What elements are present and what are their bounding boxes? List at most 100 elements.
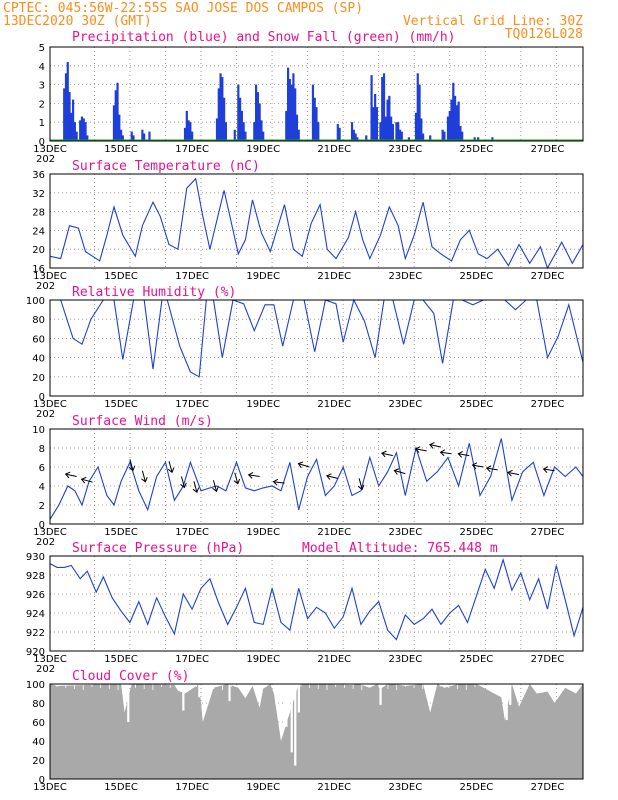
- precip-bar: [317, 122, 320, 141]
- year-stub: 202: [36, 409, 55, 420]
- y-tick-label: 100: [26, 296, 45, 307]
- precip-bar: [416, 73, 419, 141]
- precip-bar: [372, 107, 375, 141]
- precip-bar: [141, 129, 144, 141]
- pressure-title: Surface Pressure (hPa): [72, 541, 244, 556]
- precip-bar: [388, 95, 391, 141]
- y-tick-label: 20: [32, 373, 45, 384]
- x-tick-label: 21DEC: [317, 271, 351, 282]
- precip-bar: [384, 116, 387, 141]
- precip-bar: [71, 99, 75, 141]
- y-tick-label: 1: [39, 118, 45, 129]
- precip-bar: [457, 101, 460, 141]
- precip-bar: [132, 135, 135, 141]
- precip-bar: [491, 137, 494, 141]
- precip-bar: [338, 127, 341, 141]
- precip-bar: [365, 135, 368, 141]
- precip-bar: [453, 95, 457, 141]
- year-stub: 202: [36, 664, 55, 675]
- precip-bar: [414, 112, 418, 141]
- cloud-gap: [228, 684, 231, 702]
- x-tick-label: 17DEC: [175, 144, 209, 155]
- panel-precip: 0 1 2 3 4 5 13DEC 15DEC 17DEC 19DEC 21DEC 23DEC 25DE…: [33, 30, 584, 165]
- precip-bar: [292, 73, 295, 141]
- x-tick-label: 25DEC: [460, 144, 494, 155]
- x-tick-label: 15DEC: [104, 527, 138, 538]
- cloud-title: Cloud Cover (%): [72, 669, 189, 684]
- precip-bar: [422, 133, 425, 141]
- precip-bar: [420, 118, 423, 141]
- wind-arrowhead: [141, 476, 148, 483]
- precip-bar: [66, 62, 69, 141]
- cloud-gap: [285, 684, 288, 727]
- wind-arrowhead: [326, 473, 332, 480]
- x-tick-label: 13DEC: [33, 144, 67, 155]
- wind-arrow: [212, 480, 217, 492]
- wind-arrow: [472, 464, 484, 468]
- temp-title: Surface Temperature (nC): [72, 159, 260, 174]
- wind-arrow: [298, 463, 310, 468]
- x-tick-label: 25DEC: [460, 654, 494, 665]
- precip-bar: [473, 137, 476, 141]
- x-tick-label: 13DEC: [33, 271, 67, 282]
- y-tick-label: 2: [39, 501, 45, 512]
- wind-arrowhead: [542, 466, 549, 473]
- precip-bar: [256, 92, 259, 141]
- precip-bar: [215, 118, 219, 141]
- x-tick-label: 19DEC: [246, 271, 280, 282]
- y-tick-label: 928: [26, 571, 45, 582]
- panel-frame: [49, 299, 584, 397]
- x-tick-label: 21DEC: [317, 144, 351, 155]
- header-date: 13DEC2020 30Z (GMT): [3, 14, 152, 29]
- panel-wind: 0 2 4 6 8 10 13DEC 15DEC 17DEC 19DEC 21DEC 23DEC 25D…: [32, 414, 584, 548]
- y-tick-label: 930: [26, 552, 45, 563]
- precip-bar: [446, 116, 450, 141]
- cloud-gap: [509, 684, 512, 705]
- wind-arrowhead: [457, 451, 463, 458]
- wind-arrow: [273, 481, 285, 484]
- precip-bar: [418, 84, 421, 141]
- precip-bar: [68, 92, 71, 141]
- wind-arrow: [394, 470, 406, 475]
- wind-arrow: [193, 481, 198, 493]
- wind-arrowhead: [471, 462, 478, 470]
- wind-arrowhead: [414, 446, 421, 453]
- precip-title: Precipitation (blue) and Snow Fall (gree…: [72, 30, 456, 45]
- precip-bar: [290, 84, 293, 141]
- precip-bar: [219, 73, 222, 141]
- wind-arrow: [543, 468, 555, 472]
- y-tick-label: 4: [39, 62, 45, 73]
- precip-bar: [187, 120, 190, 141]
- wind-arrow: [486, 467, 498, 471]
- wind-arrowhead: [393, 468, 400, 475]
- precip-bar: [311, 84, 315, 141]
- panel-frame: [49, 683, 584, 780]
- x-tick-label: 27DEC: [531, 527, 565, 538]
- x-tick-label: 19DEC: [246, 527, 280, 538]
- x-tick-label: 19DEC: [246, 782, 280, 793]
- rh-title: Relative Humidity (%): [72, 285, 236, 300]
- precip-bar: [356, 137, 359, 141]
- y-tick-label: 80: [32, 699, 45, 710]
- precip-bar: [233, 129, 236, 141]
- precip-bar: [79, 120, 82, 141]
- wind-arrow: [81, 478, 93, 483]
- x-tick-label: 17DEC: [175, 527, 209, 538]
- precip-bar: [254, 84, 258, 141]
- x-tick-label: 13DEC: [33, 782, 67, 793]
- header-location: CPTEC: 045:56W-22:55S SAO JOSE DOS CAMPO…: [3, 1, 363, 16]
- x-tick-label: 17DEC: [175, 782, 209, 793]
- precip-bar: [379, 122, 382, 141]
- wind-arrow: [65, 473, 77, 477]
- precip-bar: [80, 116, 84, 141]
- y-tick-label: 40: [32, 354, 45, 365]
- wind-arrowhead: [507, 469, 513, 477]
- panel-temp: 16 20 24 28 32 36 13DEC 15DEC 17DEC 19DEC 21DEC 23D…: [32, 159, 584, 292]
- wind-arrow: [440, 451, 452, 455]
- wind-arrow: [248, 474, 260, 477]
- x-tick-label: 15DEC: [104, 399, 138, 410]
- wind-arrow: [381, 452, 394, 457]
- x-tick-label: 13DEC: [33, 654, 67, 665]
- cloud-gap: [182, 684, 185, 711]
